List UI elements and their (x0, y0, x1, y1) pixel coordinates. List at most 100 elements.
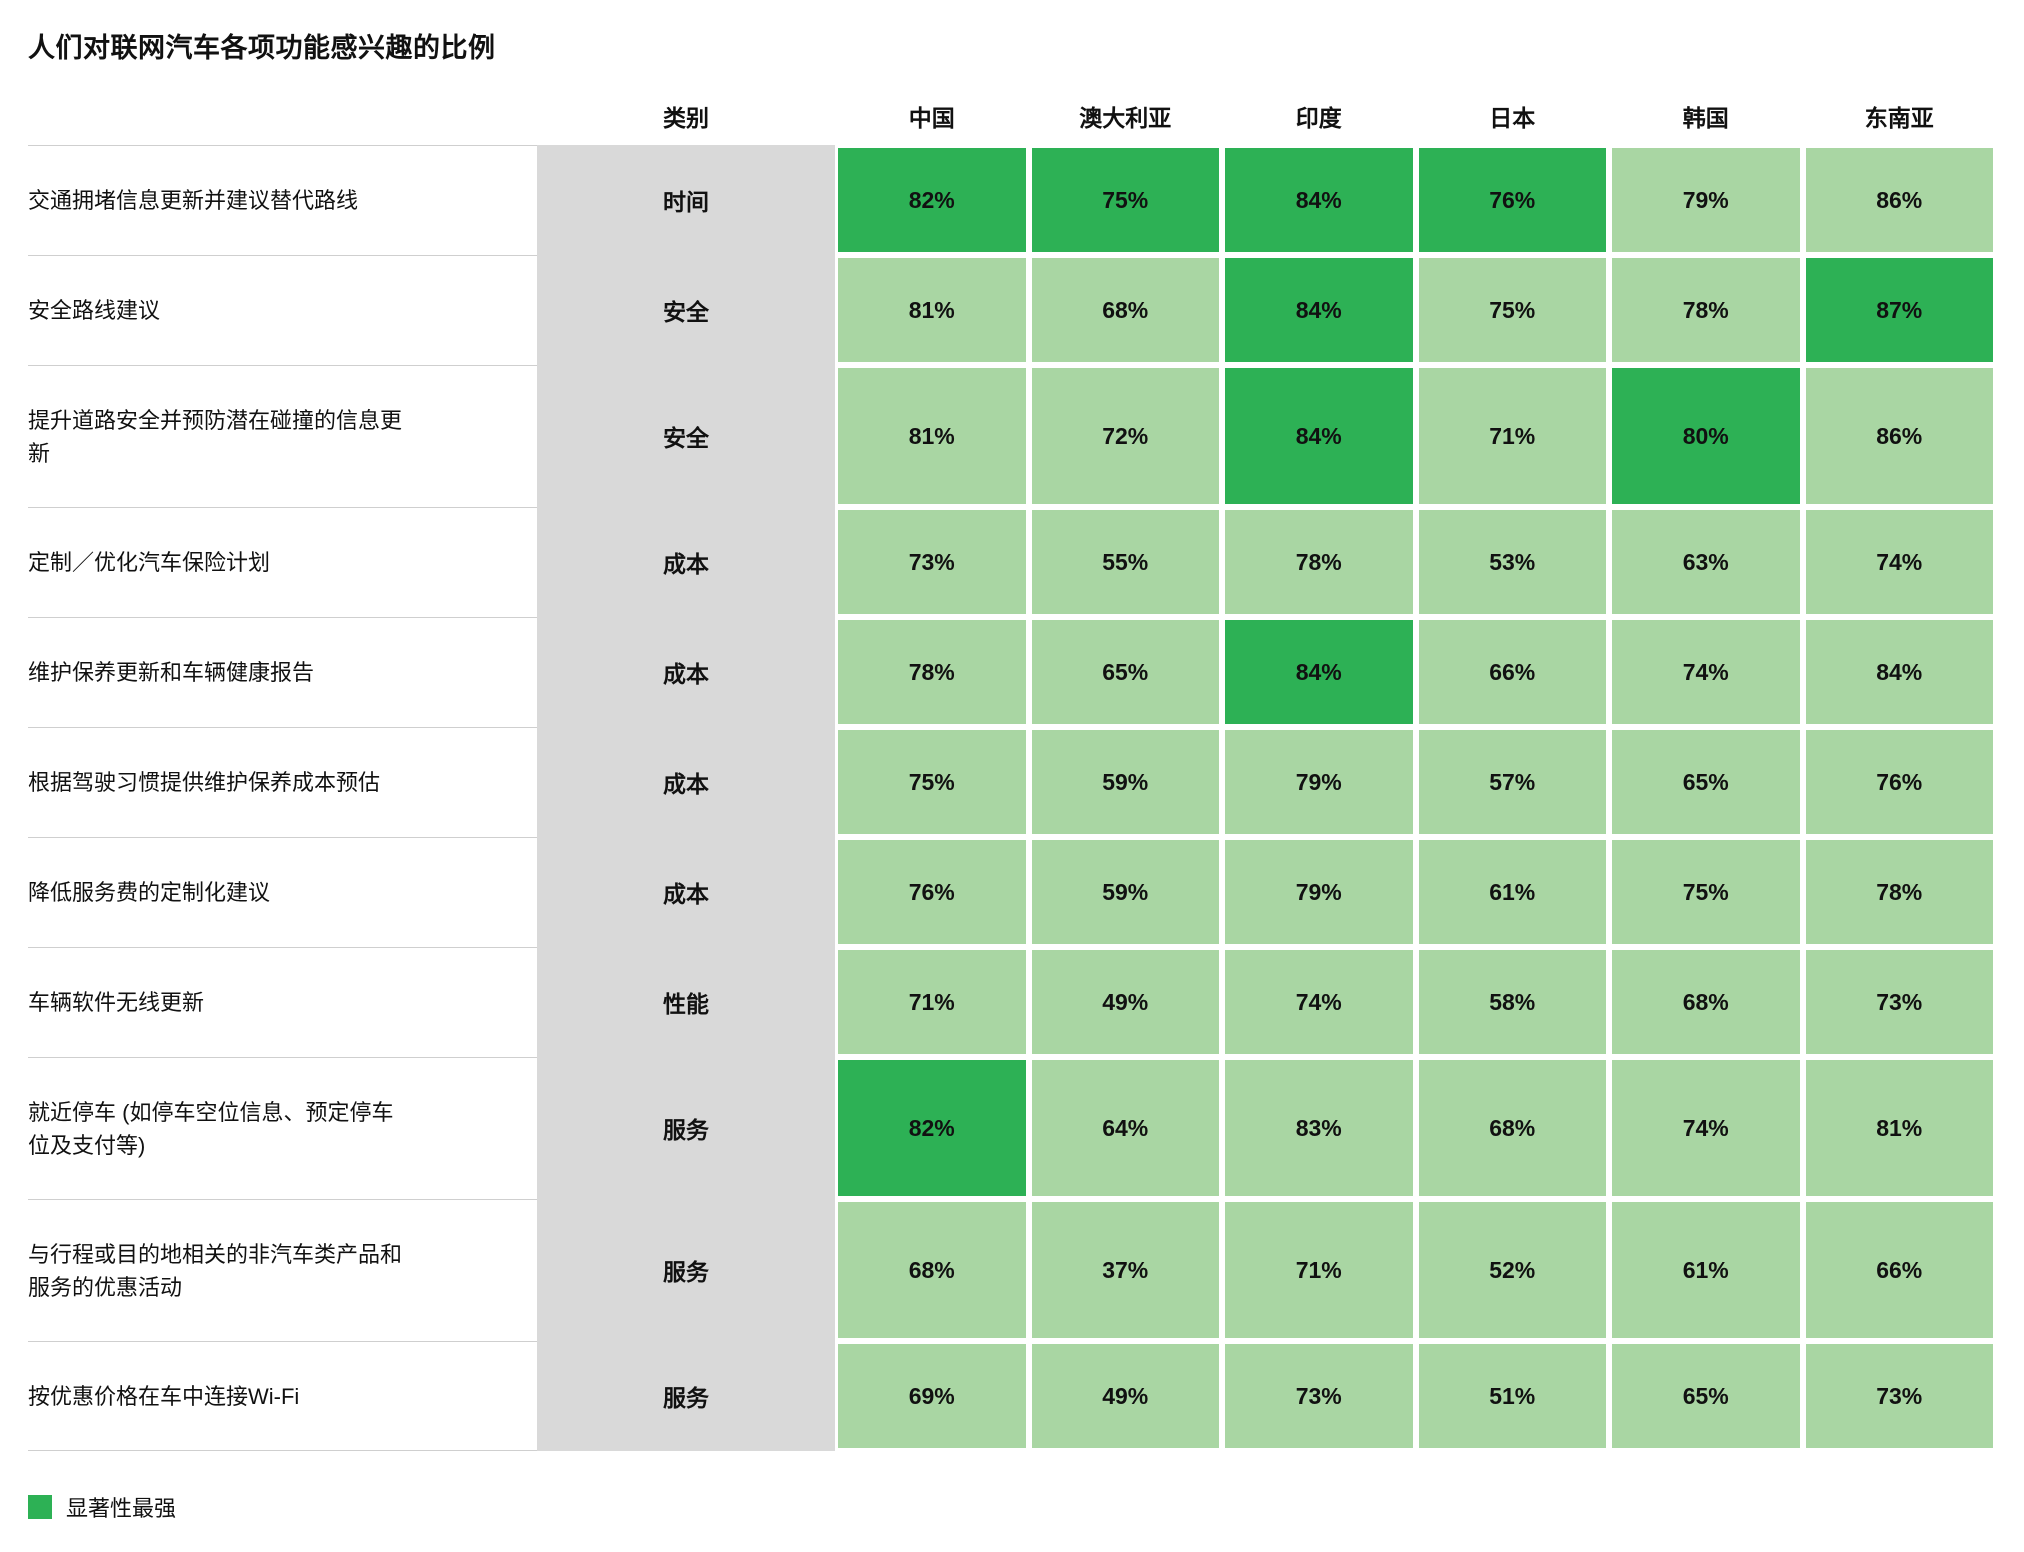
value-cell: 82% (838, 148, 1026, 252)
value-cell: 78% (1612, 258, 1800, 362)
value-cell: 86% (1805, 368, 1993, 504)
value-cell: 73% (838, 510, 1026, 614)
value-cell: 79% (1225, 840, 1413, 944)
category-cell: 安全 (537, 365, 835, 507)
column-header-australia: 澳大利亚 (1079, 105, 1172, 131)
feature-label: 就近停车 (如停车空位信息、预定停车位及支付等) (28, 1099, 394, 1158)
value-cells: 73% 55% 78% 53% 63% 74% (835, 507, 1996, 617)
column-header-china: 中国 (908, 105, 955, 131)
value-cell: 71% (1418, 368, 1606, 504)
value-cell: 75% (1031, 148, 1219, 252)
feature-label: 维护保养更新和车辆健康报告 (28, 660, 315, 685)
value-cell: 68% (838, 1202, 1026, 1338)
value-cells: 69% 49% 73% 51% 65% 73% (835, 1341, 1996, 1451)
value-cell: 74% (1225, 950, 1413, 1054)
table-row: 按优惠价格在车中连接Wi-Fi 服务 69% 49% 73% 51% 65% 73% (28, 1341, 1996, 1451)
legend-highlight-swatch-icon (28, 1495, 52, 1519)
legend: 显著性最强 (28, 1491, 1996, 1523)
category-cell: 成本 (537, 507, 835, 617)
value-cell: 73% (1225, 1344, 1413, 1448)
value-cell: 71% (1225, 1202, 1413, 1338)
table-body: 交通拥堵信息更新并建议替代路线 时间 82% 75% 84% 76% 79% 86% 安全… (28, 145, 1996, 1451)
value-cell: 75% (1612, 840, 1800, 944)
category-cell: 成本 (537, 617, 835, 727)
value-cell: 74% (1612, 620, 1800, 724)
column-header-category: 类别 (663, 105, 709, 131)
category-cell: 时间 (537, 145, 835, 255)
table-row: 提升道路安全并预防潜在碰撞的信息更新 安全 81% 72% 84% 71% 80% 86% (28, 365, 1996, 507)
value-cell: 61% (1418, 840, 1606, 944)
value-cell: 59% (1031, 730, 1219, 834)
value-cell: 84% (1225, 368, 1413, 504)
value-cell: 66% (1418, 620, 1606, 724)
value-cell: 81% (838, 258, 1026, 362)
value-cells: 71% 49% 74% 58% 68% 73% (835, 947, 1996, 1057)
feature-cell: 根据驾驶习惯提供维护保养成本预估 (28, 727, 537, 837)
value-cell: 52% (1418, 1202, 1606, 1338)
column-header-india: 印度 (1295, 105, 1342, 131)
value-cell: 79% (1225, 730, 1413, 834)
value-cell: 76% (1418, 148, 1606, 252)
feature-cell: 与行程或目的地相关的非汽车类产品和服务的优惠活动 (28, 1199, 537, 1341)
table-row: 就近停车 (如停车空位信息、预定停车位及支付等) 服务 82% 64% 83% 68%… (28, 1057, 1996, 1199)
value-cell: 81% (838, 368, 1026, 504)
value-cell: 86% (1805, 148, 1993, 252)
value-cell: 61% (1612, 1202, 1800, 1338)
feature-cell: 就近停车 (如停车空位信息、预定停车位及支付等) (28, 1057, 537, 1199)
category-cell: 服务 (537, 1057, 835, 1199)
value-cell: 68% (1418, 1060, 1606, 1196)
category-cell: 成本 (537, 837, 835, 947)
feature-label: 与行程或目的地相关的非汽车类产品和服务的优惠活动 (28, 1241, 403, 1300)
column-header-southeast-asia: 东南亚 (1864, 105, 1934, 131)
value-cells: 82% 75% 84% 76% 79% 86% (835, 145, 1996, 255)
value-cells: 76% 59% 79% 61% 75% 78% (835, 837, 1996, 947)
value-cells: 82% 64% 83% 68% 74% 81% (835, 1057, 1996, 1199)
feature-label: 根据驾驶习惯提供维护保养成本预估 (28, 770, 381, 795)
value-cell: 66% (1805, 1202, 1993, 1338)
feature-label: 车辆软件无线更新 (28, 990, 205, 1015)
value-cell: 82% (838, 1060, 1026, 1196)
feature-label: 安全路线建议 (28, 298, 161, 323)
value-cell: 68% (1612, 950, 1800, 1054)
feature-label: 降低服务费的定制化建议 (28, 880, 271, 905)
value-cell: 79% (1612, 148, 1800, 252)
value-cell: 84% (1225, 258, 1413, 362)
feature-cell: 降低服务费的定制化建议 (28, 837, 537, 947)
feature-cell: 按优惠价格在车中连接Wi-Fi (28, 1341, 537, 1451)
column-header-korea: 韩国 (1682, 105, 1729, 131)
value-cell: 83% (1225, 1060, 1413, 1196)
table-row: 降低服务费的定制化建议 成本 76% 59% 79% 61% 75% 78% (28, 837, 1996, 947)
value-cell: 65% (1612, 730, 1800, 834)
value-cell: 78% (1225, 510, 1413, 614)
category-cell: 服务 (537, 1341, 835, 1451)
value-cell: 71% (838, 950, 1026, 1054)
category-cell: 性能 (537, 947, 835, 1057)
value-cell: 84% (1225, 620, 1413, 724)
value-cell: 57% (1418, 730, 1606, 834)
table-row: 交通拥堵信息更新并建议替代路线 时间 82% 75% 84% 76% 79% 86% (28, 145, 1996, 255)
table-row: 定制／优化汽车保险计划 成本 73% 55% 78% 53% 63% 74% (28, 507, 1996, 617)
page-title: 人们对联网汽车各项功能感兴趣的比例 (28, 33, 496, 63)
value-cell: 64% (1031, 1060, 1219, 1196)
value-cells: 81% 72% 84% 71% 80% 86% (835, 365, 1996, 507)
table-row: 安全路线建议 安全 81% 68% 84% 75% 78% 87% (28, 255, 1996, 365)
value-cell: 49% (1031, 1344, 1219, 1448)
value-cell: 65% (1031, 620, 1219, 724)
category-cell: 安全 (537, 255, 835, 365)
value-cell: 72% (1031, 368, 1219, 504)
feature-interest-table: 类别 中国 澳大利亚 印度 日本 韩国 东南亚 交通拥堵信息更新并建议替代路线 … (28, 91, 1996, 1451)
value-cell: 73% (1805, 1344, 1993, 1448)
value-cell: 78% (838, 620, 1026, 724)
value-cell: 74% (1612, 1060, 1800, 1196)
value-cell: 84% (1225, 148, 1413, 252)
value-cell: 37% (1031, 1202, 1219, 1338)
value-cells: 68% 37% 71% 52% 61% 66% (835, 1199, 1996, 1341)
feature-label: 按优惠价格在车中连接Wi-Fi (28, 1383, 300, 1409)
value-cell: 76% (1805, 730, 1993, 834)
value-cell: 81% (1805, 1060, 1993, 1196)
value-cell: 49% (1031, 950, 1219, 1054)
feature-cell: 提升道路安全并预防潜在碰撞的信息更新 (28, 365, 537, 507)
feature-cell: 车辆软件无线更新 (28, 947, 537, 1057)
category-cell: 服务 (537, 1199, 835, 1341)
